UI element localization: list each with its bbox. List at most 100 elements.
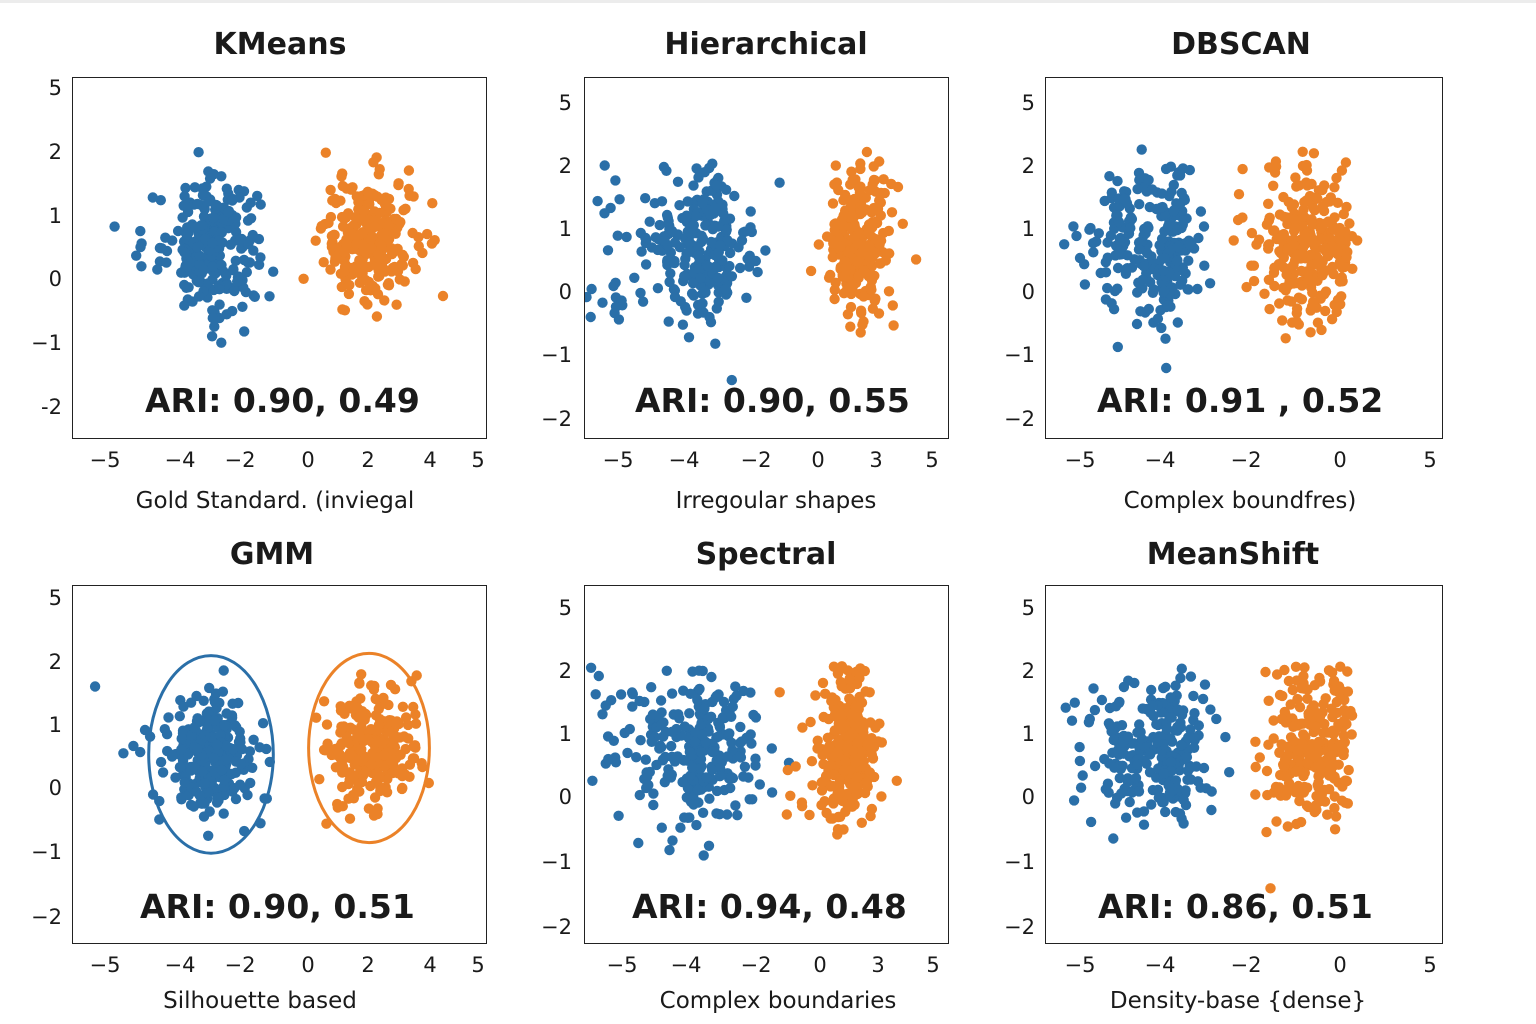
data-point <box>1268 733 1279 744</box>
data-point <box>1102 282 1113 294</box>
data-point <box>1291 303 1303 314</box>
data-point <box>321 719 333 730</box>
data-point <box>1122 731 1134 742</box>
data-point <box>724 247 736 259</box>
data-point <box>673 709 684 720</box>
data-point <box>1198 762 1210 774</box>
data-point <box>733 242 744 253</box>
data-point <box>1317 184 1328 196</box>
data-point <box>627 701 638 712</box>
data-point <box>750 712 762 723</box>
data-point <box>891 775 902 786</box>
data-point <box>194 790 205 801</box>
data-point <box>1286 278 1297 289</box>
data-point <box>373 719 385 731</box>
data-point <box>1282 245 1293 256</box>
data-point <box>1276 235 1287 246</box>
y-tick-label: 5 <box>48 76 62 100</box>
data-point <box>1160 333 1171 344</box>
data-point <box>397 701 409 712</box>
data-point <box>337 304 348 315</box>
data-point <box>198 264 209 276</box>
data-point <box>236 744 248 755</box>
data-point <box>1168 205 1180 216</box>
data-point <box>883 286 895 297</box>
data-point <box>812 735 823 746</box>
data-point <box>732 810 743 821</box>
data-point <box>1143 303 1154 315</box>
data-point <box>235 759 246 770</box>
data-point <box>711 785 723 797</box>
data-point <box>372 803 383 814</box>
data-point <box>1132 759 1143 770</box>
data-point <box>348 220 359 231</box>
x-tick-label: −2 <box>224 953 256 977</box>
data-point <box>237 301 248 312</box>
x-tick-label: −4 <box>164 953 196 977</box>
data-point <box>344 813 356 824</box>
data-point <box>825 759 836 771</box>
y-tick-label: −1 <box>1004 343 1035 367</box>
y-tick-label: −2 <box>31 905 62 929</box>
data-point <box>699 703 710 714</box>
data-point <box>706 236 717 248</box>
scatter-plot-svg <box>109 147 449 348</box>
data-point <box>348 770 359 782</box>
data-point <box>174 762 186 773</box>
data-point <box>1074 252 1086 264</box>
data-point <box>1327 667 1338 678</box>
data-point <box>640 754 651 765</box>
ari-score-annotation: ARI: 0.90, 0.51 <box>140 887 415 926</box>
data-point <box>356 713 367 724</box>
data-point <box>1059 239 1070 250</box>
data-point <box>682 196 693 207</box>
data-point <box>810 690 821 701</box>
data-point <box>614 194 625 205</box>
data-point <box>136 261 147 272</box>
data-point <box>1112 175 1123 187</box>
data-point <box>1093 228 1104 239</box>
data-point <box>1105 230 1117 241</box>
data-point <box>397 770 408 782</box>
data-point <box>1069 697 1080 708</box>
data-point <box>161 257 172 268</box>
data-point <box>1329 182 1340 193</box>
series-1 <box>585 158 785 386</box>
data-point <box>135 225 146 237</box>
data-point <box>393 179 404 191</box>
data-point <box>738 227 749 238</box>
data-point <box>400 203 411 214</box>
data-point <box>1119 193 1130 205</box>
data-point <box>714 771 726 782</box>
data-point <box>167 235 178 246</box>
data-point <box>176 744 187 755</box>
data-point <box>1155 202 1166 213</box>
data-point <box>1204 278 1216 289</box>
data-point <box>421 228 433 240</box>
data-point <box>621 231 632 243</box>
data-point <box>721 224 732 235</box>
data-point <box>193 291 205 302</box>
data-point <box>1195 206 1207 217</box>
data-point <box>1260 666 1271 678</box>
data-point <box>229 285 240 297</box>
x-tick-label: 0 <box>811 448 825 472</box>
data-point <box>1259 288 1270 299</box>
data-point <box>833 184 844 196</box>
data-point <box>356 669 367 680</box>
data-point <box>207 312 218 324</box>
data-point <box>1145 277 1156 288</box>
data-point <box>397 260 408 271</box>
data-point <box>1241 281 1252 293</box>
data-point <box>1206 786 1217 797</box>
data-point <box>354 255 365 266</box>
data-point <box>1133 244 1145 255</box>
chart-title: KMeans <box>213 27 347 62</box>
data-point <box>1135 726 1146 738</box>
data-point <box>211 739 223 751</box>
data-point <box>1327 725 1338 736</box>
y-tick-label: 5 <box>1021 91 1035 115</box>
data-point <box>1178 818 1189 829</box>
x-axis-label: Gold Standard. (inviegal <box>135 488 415 514</box>
data-point <box>1156 322 1167 334</box>
